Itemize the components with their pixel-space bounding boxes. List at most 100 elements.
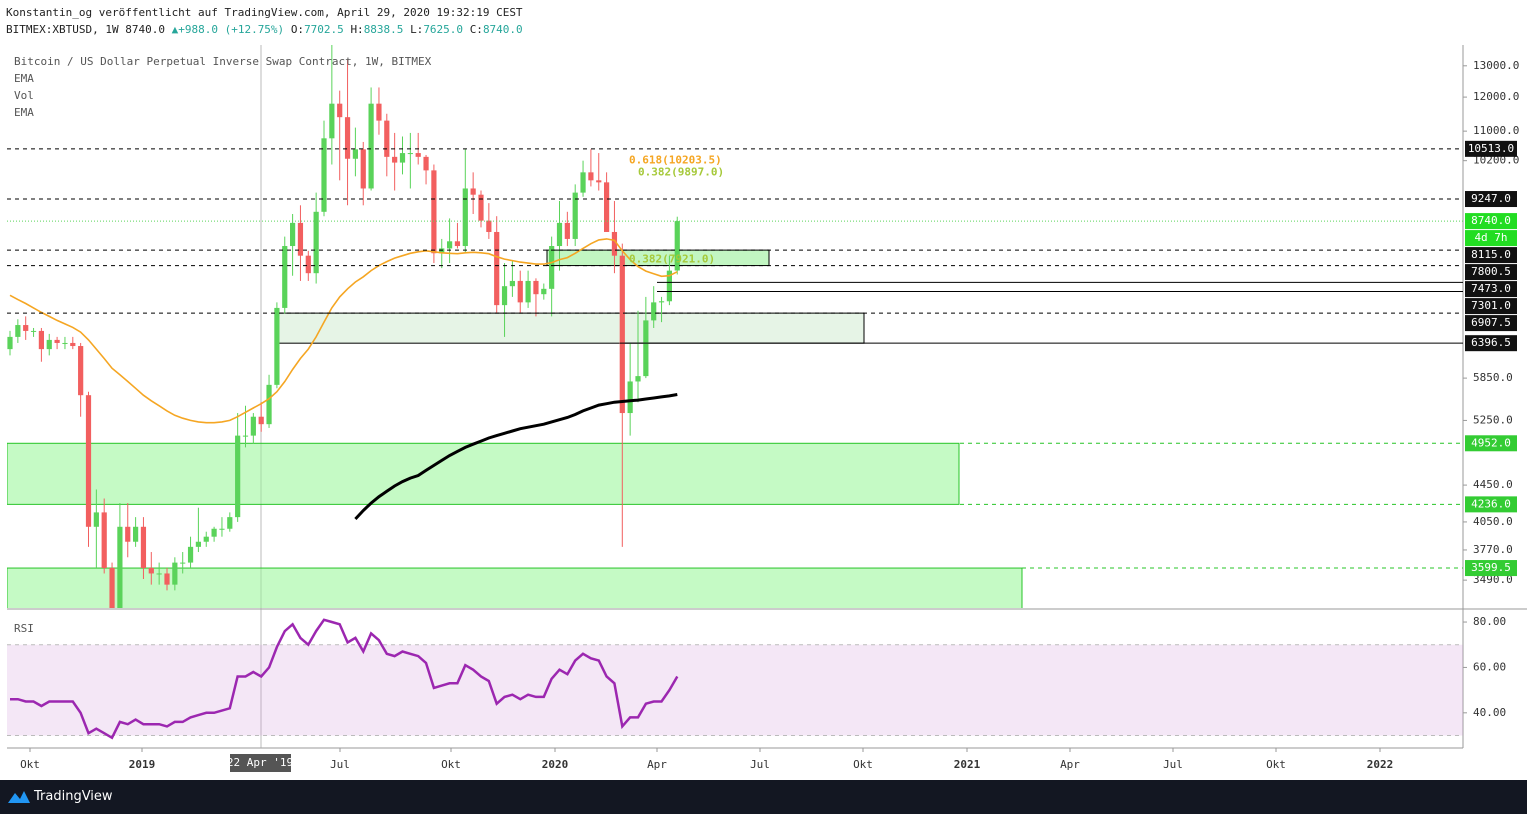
price-label-box [1465, 140, 1517, 157]
candle-body [376, 103, 382, 121]
zone [7, 442, 960, 505]
candle-body [368, 103, 374, 189]
candle-body [392, 156, 398, 163]
y-tick-label: 13000.0 [1473, 59, 1519, 72]
candle-body [38, 330, 44, 350]
legend-entry: EMA [14, 106, 34, 119]
price-label-box [1465, 298, 1517, 315]
candle-body [596, 180, 602, 183]
candle-body [203, 536, 209, 542]
x-tick-label: Apr [1060, 758, 1080, 771]
x-tick-label: Okt [1266, 758, 1286, 771]
y-tick-label: 40.00 [1473, 706, 1506, 719]
chart: 80.00 60.00 40.00 0.618(10203.5)0.382(9897… [7, 45, 1527, 772]
candle-body [125, 526, 131, 542]
ema-line [354, 393, 678, 521]
candle-body [658, 301, 665, 303]
x-tick-label: 2022 [1367, 758, 1394, 771]
candle-body [415, 153, 421, 157]
candle-body [399, 153, 406, 163]
x-tick-label: Okt [853, 758, 873, 771]
candle-body [117, 526, 123, 608]
candle-body [384, 120, 390, 157]
candle-body [674, 221, 680, 271]
candle-body [54, 339, 60, 343]
x-tick-label: Jul [1163, 758, 1183, 771]
candle-body [352, 149, 358, 159]
candle-body [70, 342, 76, 347]
y-tick-label: 3770.0 [1473, 543, 1513, 556]
candle-body [274, 307, 280, 385]
x-tick-label: Okt [20, 758, 40, 771]
chart-title: Bitcoin / US Dollar Perpetual Inverse Sw… [14, 55, 432, 68]
candle-body [635, 376, 641, 382]
candle-body [195, 541, 201, 547]
candle-body [431, 170, 437, 254]
candle-body [321, 138, 327, 212]
symbol-line: BITMEX:XBTUSD, 1W 8740.0 ▲+988.0 (+12.75… [6, 23, 523, 36]
zone [275, 312, 865, 344]
candle-body [78, 346, 84, 396]
candle-body [219, 528, 225, 530]
candle-body [23, 325, 29, 331]
x-tick-label: 2021 [954, 758, 981, 771]
brand: TradingView [34, 789, 113, 804]
ohlc-value: 8740.0 [482, 23, 523, 36]
fib-label: 0.382(7921.0) [629, 253, 715, 266]
candle-body [494, 231, 500, 306]
candle-body [93, 512, 99, 527]
candle-body [164, 573, 170, 585]
candle-body [509, 280, 515, 287]
price-label: 7301.0 [1471, 299, 1511, 312]
candle-body [305, 255, 311, 274]
candle-body [651, 302, 657, 321]
candle-body [211, 528, 217, 537]
symbol: BITMEX:XBTUSD, 1W [6, 23, 119, 36]
ema-line [9, 238, 678, 424]
candle-body [172, 562, 178, 585]
last: 8740.0 [125, 23, 165, 36]
y-tick-label: 80.00 [1473, 615, 1506, 628]
candle-body [549, 246, 555, 289]
candle-body [344, 117, 351, 159]
y-tick-label: 10200.0 [1473, 154, 1519, 167]
candle-body [297, 222, 304, 256]
author-line: Konstantin_og veröffentlicht auf Trading… [6, 6, 523, 19]
candle-body [525, 280, 531, 303]
x-tick-label: Apr [647, 758, 667, 771]
candle-body [666, 270, 672, 302]
candle-body [30, 330, 37, 332]
fib-label: 0.618(10203.5) [629, 154, 722, 167]
candle-body [235, 435, 241, 518]
candle-body [329, 103, 335, 139]
candle-body [250, 416, 256, 436]
candle-body [46, 339, 52, 350]
fib-label: 0.382(9897.0) [638, 165, 724, 178]
price-label-box [1465, 264, 1517, 281]
candle-body [423, 156, 429, 171]
candle-body [619, 255, 625, 414]
y-tick-label: 5850.0 [1473, 371, 1513, 384]
candle-body [588, 172, 594, 181]
logo [8, 791, 30, 803]
change: +988.0 (+12.75%) [178, 23, 285, 36]
arrow: ▲ [171, 23, 179, 36]
ohlc-key: L: [410, 23, 424, 36]
candle-body [604, 182, 610, 232]
rsi-line [10, 618, 679, 740]
y-tick-label: 3490.0 [1473, 573, 1513, 586]
candle-body [109, 567, 115, 608]
candle-body [242, 435, 249, 437]
candle-body [439, 248, 445, 254]
candle-body [337, 103, 343, 118]
candle-body [447, 241, 453, 249]
candle-body [533, 280, 539, 295]
candle-body [580, 172, 586, 193]
crosshair-label: 22 Apr '19 [227, 756, 293, 769]
price-label-box [1465, 191, 1517, 208]
candle-body [611, 231, 618, 256]
candle-body [282, 246, 288, 308]
legend-entry: EMA [14, 72, 34, 85]
candle-body [7, 336, 13, 350]
